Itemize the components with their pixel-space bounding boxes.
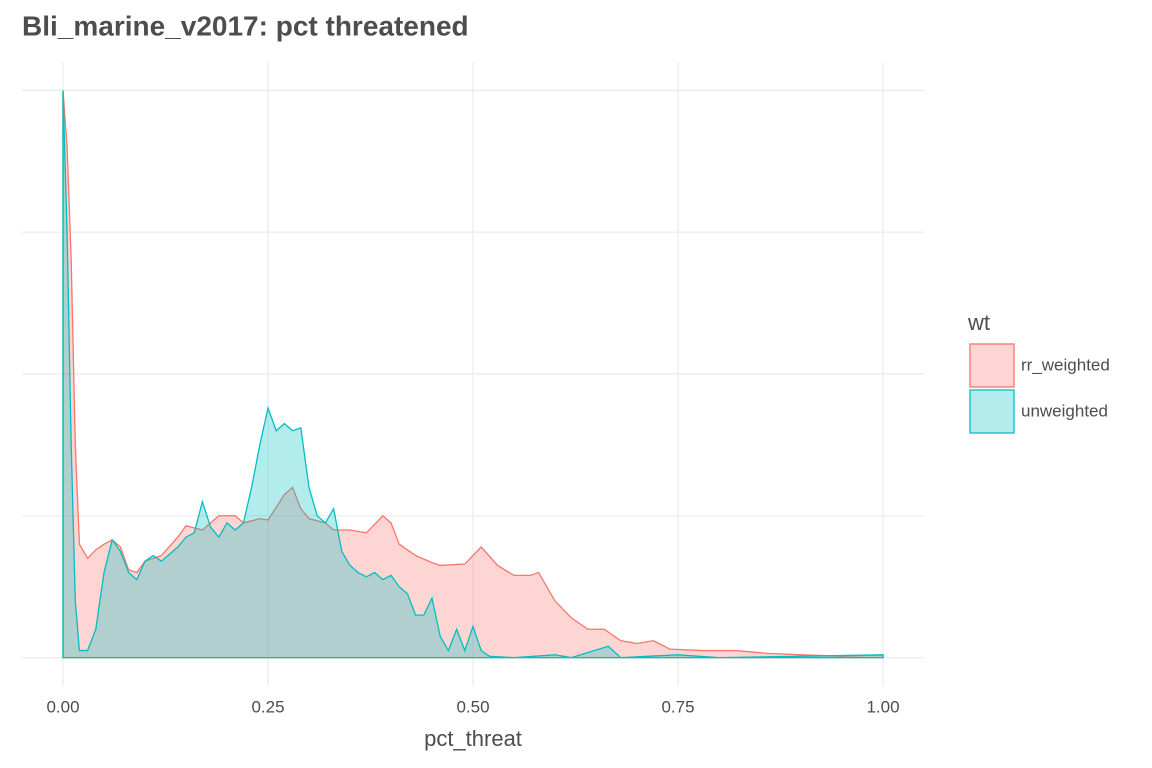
legend-label: rr_weighted bbox=[1021, 355, 1110, 374]
x-tick-label: 0.00 bbox=[46, 697, 79, 716]
area bbox=[62, 90, 884, 659]
legend-label: unweighted bbox=[1021, 401, 1108, 420]
legend-swatch bbox=[969, 343, 1015, 388]
legend-swatch bbox=[969, 389, 1015, 434]
x-tick-label: 1.00 bbox=[866, 697, 899, 716]
x-tick-label: 0.25 bbox=[251, 697, 284, 716]
x-axis-label: pct_threat bbox=[424, 726, 522, 751]
x-tick-label: 0.50 bbox=[456, 697, 489, 716]
x-tick-label: 0.75 bbox=[661, 697, 694, 716]
area bbox=[62, 90, 884, 659]
legend-title: wt bbox=[967, 310, 990, 335]
chart-title: Bli_marine_v2017: pct threatened bbox=[22, 10, 469, 41]
